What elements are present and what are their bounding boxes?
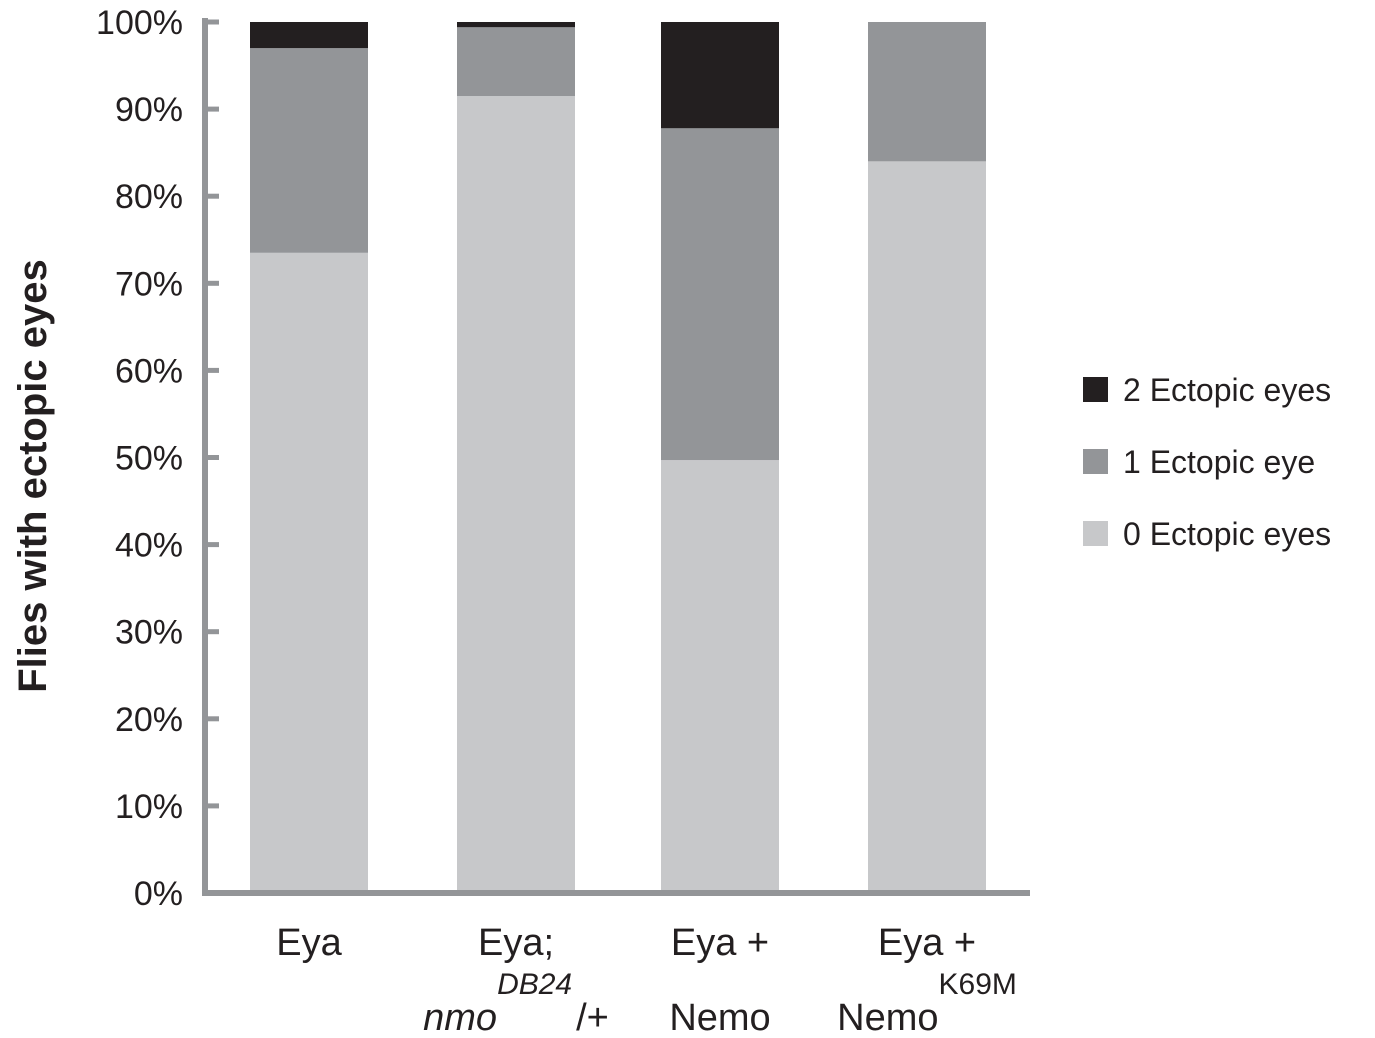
- bar-segment: [457, 96, 575, 893]
- bar-segment: [661, 460, 779, 893]
- x-category-label: Eya +: [671, 922, 769, 964]
- x-category-label: Eya: [276, 922, 342, 964]
- legend-swatch: [1083, 449, 1108, 474]
- x-category-label-line2: nmoDB24/+: [423, 968, 609, 1038]
- y-tick-label: 0%: [134, 875, 183, 913]
- y-tick-label: 90%: [115, 91, 183, 129]
- x-category-label-superscript: DB24: [497, 968, 572, 1001]
- x-category-label-suffix: /+: [576, 997, 609, 1038]
- x-category-label-main: Nemo: [669, 997, 770, 1038]
- bar-segment: [457, 22, 575, 28]
- y-tick-label: 30%: [115, 614, 183, 652]
- legend-label: 1 Ectopic eye: [1123, 444, 1315, 480]
- x-category-label-line2: Nemo: [669, 997, 770, 1038]
- legend: 2 Ectopic eyes 1 Ectopic eye 0 Ectopic eye…: [1083, 372, 1331, 552]
- x-category-label: Eya;: [478, 922, 554, 964]
- x-category-label: Eya +: [878, 922, 976, 964]
- legend-swatch: [1083, 521, 1108, 546]
- x-category-label-main: Nemo: [837, 997, 938, 1038]
- bar-segment: [250, 48, 368, 253]
- bar-segment: [661, 128, 779, 461]
- y-tick-label: 70%: [115, 265, 183, 303]
- legend-label: 2 Ectopic eyes: [1123, 372, 1331, 408]
- x-category-label-main: nmo: [423, 997, 497, 1038]
- y-axis-title: Flies with ectopic eyes: [11, 259, 55, 693]
- y-tick-label: 40%: [115, 527, 183, 565]
- x-category-label-line2: NemoK69M: [837, 968, 1017, 1038]
- bar-segment: [457, 27, 575, 97]
- bar-segment: [661, 22, 779, 129]
- legend-swatch: [1083, 377, 1108, 402]
- axes: [202, 18, 1030, 896]
- y-tick-label: 50%: [115, 440, 183, 478]
- legend-label: 0 Ectopic eyes: [1123, 516, 1331, 552]
- y-tick-label: 10%: [115, 788, 183, 826]
- y-tick-label: 100%: [96, 4, 183, 42]
- y-tick-labels: 0% 10% 20% 30% 40% 50% 60% 70% 80% 90% 100%: [96, 4, 183, 913]
- bar-segment: [250, 252, 368, 893]
- y-tick-label: 20%: [115, 701, 183, 739]
- bars-layer: [250, 22, 986, 894]
- y-tick-label: 60%: [115, 352, 183, 390]
- x-category-label-superscript: K69M: [939, 968, 1017, 1001]
- bar-segment: [868, 161, 986, 894]
- y-tick-label: 80%: [115, 178, 183, 216]
- bar-segment: [250, 22, 368, 49]
- bar-segment: [868, 22, 986, 162]
